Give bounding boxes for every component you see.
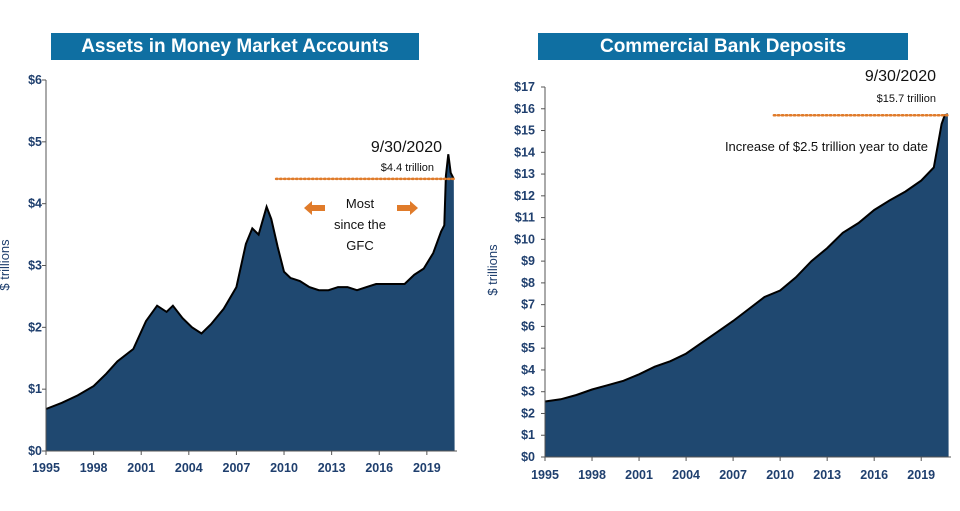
mm-value-annotation: $4.4 trillion [381, 162, 434, 174]
bd-x-tick-label: 2013 [813, 468, 841, 482]
bd-y-tick-label: $15 [514, 124, 535, 138]
mm-series-line [45, 154, 455, 410]
bd-y-tick-label: $7 [521, 298, 535, 312]
mm-note-line-1: Most [346, 196, 375, 211]
bd-area-series [545, 114, 949, 457]
bd-y-tick-label: $13 [514, 167, 535, 181]
mm-x-tick-label: 2001 [127, 461, 155, 475]
bd-x-tick-label: 1998 [578, 468, 606, 482]
bd-series-line [544, 113, 949, 403]
bd-x-tick-label: 2004 [672, 468, 700, 482]
mm-y-tick-label: $0 [28, 444, 42, 458]
bd-x-tick-label: 2019 [907, 468, 935, 482]
chart-title-money-market: Assets in Money Market Accounts [51, 33, 419, 60]
bd-note: Increase of $2.5 trillion year to date [725, 139, 928, 154]
bd-y-tick-label: $14 [514, 145, 535, 159]
bd-y-tick-label: $1 [521, 428, 535, 442]
bd-y-tick-label: $5 [521, 341, 535, 355]
bd-y-tick-label: $11 [515, 211, 535, 225]
bd-y-tick-label: $10 [514, 232, 535, 246]
mm-x-tick-label: 2010 [270, 461, 298, 475]
bd-x-tick-label: 2010 [766, 468, 794, 482]
mm-y-tick-label: $5 [28, 135, 42, 149]
bd-y-tick-label: $9 [521, 254, 535, 268]
chart-title-bank-deposits: Commercial Bank Deposits [538, 33, 908, 60]
mm-x-tick-label: 1998 [80, 461, 108, 475]
bd-x-tick-label: 2016 [860, 468, 888, 482]
bd-y-axis-label: $ trillions [485, 244, 500, 296]
mm-y-tick-label: $3 [28, 259, 42, 273]
mm-note-line-2: since the [334, 217, 386, 232]
mm-x-tick-label: 2013 [318, 461, 346, 475]
bd-x-tick-label: 2001 [625, 468, 653, 482]
bd-y-tick-label: $0 [521, 450, 535, 464]
bd-y-tick-label: $16 [514, 102, 535, 116]
mm-x-tick-label: 1995 [32, 461, 60, 475]
mm-x-tick-label: 2007 [223, 461, 251, 475]
mm-x-tick-label: 2016 [365, 461, 393, 475]
mm-y-tick-label: $1 [28, 382, 42, 396]
mm-x-tick-label: 2004 [175, 461, 203, 475]
mm-right-arrow-icon [397, 201, 418, 215]
mm-y-axis-label: $ trillions [0, 239, 12, 291]
mm-y-tick-label: $4 [28, 197, 42, 211]
bd-y-tick-label: $2 [521, 406, 535, 420]
mm-date-annotation: 9/30/2020 [371, 139, 442, 156]
mm-note-line-3: GFC [346, 238, 373, 253]
bd-y-tick-label: $17 [514, 80, 535, 94]
mm-y-tick-label: $2 [28, 320, 42, 334]
bd-value-annotation: $15.7 trillion [877, 93, 936, 105]
bd-y-tick-label: $8 [521, 276, 535, 290]
bd-y-tick-label: $4 [521, 363, 535, 377]
bd-y-tick-label: $12 [514, 189, 535, 203]
bd-y-tick-label: $6 [521, 319, 535, 333]
bd-x-tick-label: 1995 [531, 468, 559, 482]
mm-area-series [46, 154, 455, 451]
bd-y-tick-label: $3 [521, 385, 535, 399]
mm-x-tick-label: 2019 [413, 461, 441, 475]
mm-left-arrow-icon [304, 201, 325, 215]
bd-date-annotation: 9/30/2020 [865, 68, 936, 85]
bd-x-tick-label: 2007 [719, 468, 747, 482]
mm-y-tick-label: $6 [28, 73, 42, 87]
